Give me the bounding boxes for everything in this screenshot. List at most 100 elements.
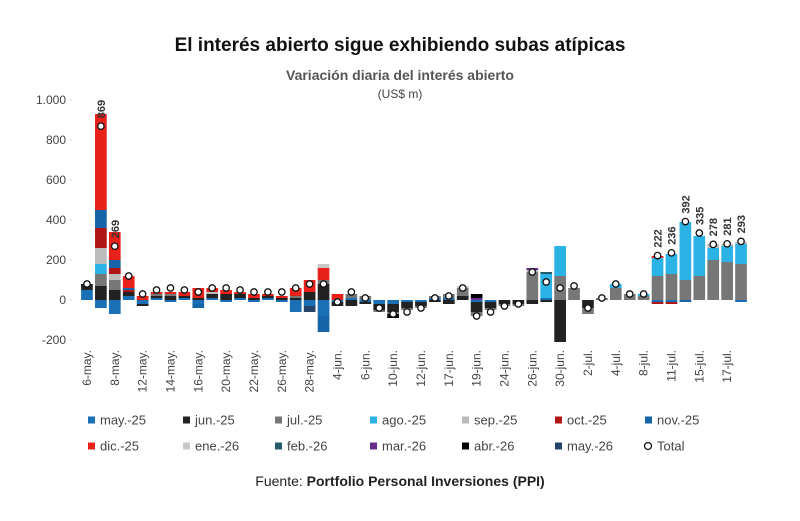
bar-segment xyxy=(554,300,566,342)
total-label: 269 xyxy=(110,220,122,238)
bar-segment xyxy=(679,280,692,300)
x-tick-label: 19-jun. xyxy=(470,350,484,387)
bar-segment xyxy=(108,274,121,280)
bar-segment xyxy=(289,300,302,312)
x-tick-label: 22-may. xyxy=(247,350,261,392)
total-marker xyxy=(264,288,272,296)
bar-segment xyxy=(178,292,191,296)
total-marker xyxy=(695,229,704,237)
bar-segment xyxy=(317,284,330,300)
total-marker xyxy=(166,284,175,292)
total-marker xyxy=(556,284,564,292)
bar-segment xyxy=(651,300,664,302)
total-marker xyxy=(417,304,425,312)
legend-marker xyxy=(88,442,95,450)
bar-segment xyxy=(317,316,330,332)
x-tick-label: 26-jun. xyxy=(525,350,539,387)
legend-marker xyxy=(275,442,282,450)
x-tick-label: 11-jul. xyxy=(664,350,678,382)
legend-marker xyxy=(183,416,190,424)
bar-segment xyxy=(122,290,135,292)
bar-segment xyxy=(582,300,594,308)
x-tick-label: 17-jul. xyxy=(720,350,734,383)
bar-segment xyxy=(289,298,302,300)
total-marker xyxy=(361,294,370,302)
y-tick-label: 1.000 xyxy=(36,93,66,107)
bar-segment xyxy=(470,298,483,300)
bar-segment xyxy=(192,300,205,304)
bar-segment xyxy=(150,296,163,298)
y-tick-label: 600 xyxy=(46,173,66,187)
bar-segment xyxy=(387,304,399,312)
total-marker xyxy=(598,294,606,302)
bar-segment xyxy=(526,272,539,300)
bar-segment xyxy=(721,262,733,300)
bar-segment xyxy=(540,272,553,274)
total-marker xyxy=(97,122,105,131)
legend-marker xyxy=(462,442,469,450)
total-marker xyxy=(500,302,509,310)
legend-marker xyxy=(645,416,652,424)
total-marker xyxy=(584,304,592,312)
total-label: 293 xyxy=(736,215,748,233)
total-marker xyxy=(639,290,648,298)
bar-segment xyxy=(345,300,358,306)
bar-segment xyxy=(122,292,135,296)
bar-segment xyxy=(665,254,678,274)
bar-segment xyxy=(275,298,288,300)
y-tick-label: 0 xyxy=(59,293,66,307)
bar-segment xyxy=(317,264,330,268)
total-label: 392 xyxy=(680,195,692,213)
bar-segment xyxy=(540,274,553,298)
x-tick-label: 4-jun. xyxy=(330,350,344,380)
bar-segment xyxy=(484,300,497,302)
bar-segment xyxy=(108,300,121,314)
bar-segment xyxy=(721,246,733,262)
total-label: 278 xyxy=(708,218,720,236)
bar-segment xyxy=(498,300,511,304)
x-tick-label: 10-jun. xyxy=(386,350,400,387)
bar-segment xyxy=(95,228,107,248)
total-marker xyxy=(611,280,620,288)
bar-segment xyxy=(303,292,316,300)
bar-segment xyxy=(95,264,107,274)
bar-segment xyxy=(178,298,191,300)
total-marker xyxy=(110,242,119,251)
bar-segment xyxy=(248,300,260,302)
legend-label: dic.-25 xyxy=(100,439,139,454)
bar-segment xyxy=(95,114,107,210)
total-label: 236 xyxy=(666,226,678,244)
legend-marker xyxy=(88,416,95,424)
legend-marker xyxy=(643,441,653,451)
total-marker xyxy=(472,312,481,320)
legend-label: ene.-26 xyxy=(195,439,239,454)
bar-segment xyxy=(150,298,163,300)
chart-subtitle: Variación diaria del interés abierto xyxy=(286,67,514,83)
bar-segment xyxy=(178,296,191,298)
bar-segment xyxy=(387,300,399,304)
total-marker xyxy=(570,282,578,290)
total-marker xyxy=(124,272,133,280)
bar-segment xyxy=(108,268,121,274)
bar-segment xyxy=(568,288,580,300)
bar-segment xyxy=(665,302,678,304)
bar-segment xyxy=(707,260,720,300)
total-marker xyxy=(347,288,356,296)
y-label: (US$ m) xyxy=(378,87,423,101)
legend-marker xyxy=(462,416,469,424)
legend-label: jun.-25 xyxy=(194,413,235,428)
bar-segment xyxy=(693,276,706,300)
total-label: 869 xyxy=(96,100,108,118)
total-marker xyxy=(444,292,453,300)
legend-marker xyxy=(370,416,377,424)
bar-segment xyxy=(81,290,93,300)
bar-segment xyxy=(456,288,469,296)
x-tick-label: 8-jul. xyxy=(637,350,651,376)
bar-segment xyxy=(248,298,260,300)
bar-segment xyxy=(248,294,260,298)
legend-label: abr.-26 xyxy=(474,439,514,454)
bar-segment xyxy=(735,300,747,302)
total-marker xyxy=(723,239,731,248)
legend-marker xyxy=(555,416,562,424)
total-marker xyxy=(305,280,314,288)
